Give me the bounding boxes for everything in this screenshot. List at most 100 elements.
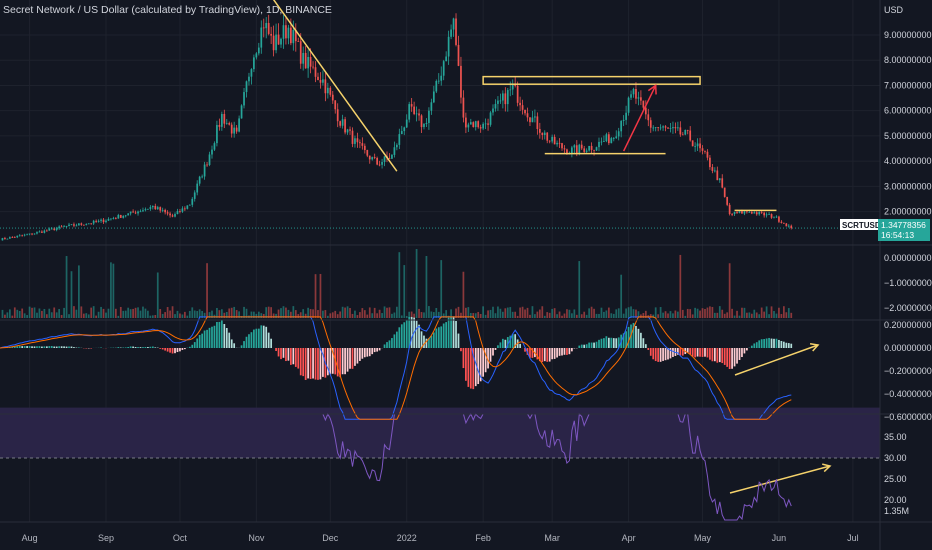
candle-body bbox=[176, 211, 179, 215]
macd-histogram-bar bbox=[543, 348, 546, 362]
candle-body bbox=[223, 113, 226, 124]
drawing-annotations[interactable] bbox=[273, 0, 832, 494]
macd-histogram-bar bbox=[410, 316, 413, 348]
volume-bar bbox=[398, 252, 401, 318]
macd-histogram-bar bbox=[176, 348, 179, 353]
volume-bar bbox=[746, 312, 748, 318]
macd-histogram-bar bbox=[171, 348, 174, 354]
macd-histogram-bar bbox=[307, 348, 309, 379]
price-tick-label: 3.00000000 bbox=[884, 181, 932, 191]
macd-histogram-bar bbox=[541, 348, 544, 363]
candle-body bbox=[240, 105, 243, 119]
volume-bar bbox=[285, 307, 287, 318]
macd-histogram-bar bbox=[68, 346, 70, 348]
macd-histogram-bar bbox=[339, 348, 342, 378]
volume-bar bbox=[203, 312, 206, 318]
volume-bar bbox=[573, 309, 576, 318]
macd-histogram-bar bbox=[474, 348, 477, 387]
macd-histogram-bar bbox=[647, 348, 650, 350]
volume-bar bbox=[129, 309, 132, 318]
candle-body bbox=[630, 94, 632, 98]
volume-bar bbox=[211, 310, 213, 318]
macd-histogram-bar bbox=[331, 348, 334, 374]
candle-body bbox=[161, 209, 164, 211]
volume-bar bbox=[489, 309, 492, 318]
volume-bar bbox=[568, 309, 571, 318]
candle-body bbox=[669, 128, 672, 129]
macd-histogram-bar bbox=[203, 330, 206, 348]
candle-body bbox=[479, 127, 482, 129]
macd-histogram-bar bbox=[472, 348, 475, 390]
candle-body bbox=[142, 210, 144, 212]
macd-histogram-bar bbox=[201, 333, 203, 348]
volume-bar bbox=[430, 311, 433, 318]
candle-body bbox=[294, 30, 297, 42]
macd-histogram-bar bbox=[287, 348, 290, 361]
macd-histogram-bar bbox=[359, 348, 361, 361]
volume-bar bbox=[465, 307, 467, 318]
macd-histogram-bar bbox=[396, 331, 398, 348]
macd-histogram-bar bbox=[718, 348, 721, 363]
volume-bar bbox=[80, 306, 83, 318]
candle-body bbox=[334, 100, 337, 110]
volume-bar bbox=[82, 313, 85, 318]
macd-histogram-bar bbox=[55, 346, 58, 348]
macd-histogram-bar bbox=[373, 348, 376, 353]
volume-bar bbox=[760, 307, 763, 318]
macd-histogram-bar bbox=[428, 337, 430, 348]
volume-bar bbox=[726, 312, 729, 318]
volume-bar bbox=[43, 308, 46, 318]
candle-body bbox=[339, 121, 342, 126]
volume-bar bbox=[494, 313, 497, 318]
volume-bar bbox=[154, 314, 157, 318]
macd-histogram-bar bbox=[691, 348, 694, 357]
candle-body bbox=[53, 228, 56, 231]
macd-histogram-bar bbox=[511, 334, 514, 348]
volume-bar bbox=[287, 309, 290, 318]
candle-body bbox=[607, 134, 610, 144]
macd-histogram-bar bbox=[506, 337, 509, 348]
candle-body bbox=[322, 79, 324, 83]
candle-body bbox=[659, 127, 662, 129]
candle-body bbox=[381, 162, 383, 165]
candle-body bbox=[408, 104, 411, 120]
macd-histogram-bar bbox=[38, 346, 41, 348]
volume-bar bbox=[228, 308, 231, 318]
macd-histogram-bar bbox=[393, 334, 396, 348]
macd-histogram-bar bbox=[519, 343, 521, 348]
candle-body bbox=[112, 218, 115, 220]
candle-body bbox=[1, 238, 4, 241]
price-axis[interactable]: USD 9.00000000 8.00000000 7.00000000 6.0000… bbox=[884, 5, 932, 516]
macd-histogram-bar bbox=[36, 346, 38, 348]
candle-body bbox=[783, 222, 785, 224]
macd-tick-label: −0.60000000 bbox=[884, 412, 932, 422]
time-tick-label: Aug bbox=[22, 533, 38, 543]
macd-histogram-bar bbox=[329, 348, 332, 375]
candle-body bbox=[80, 223, 83, 225]
candle-body bbox=[63, 226, 65, 228]
macd-histogram-bar bbox=[672, 348, 674, 357]
candle-body bbox=[716, 170, 719, 181]
macd-histogram-bar bbox=[45, 346, 48, 348]
candle-body bbox=[509, 89, 512, 91]
volume-bar bbox=[741, 307, 743, 318]
candle-body bbox=[324, 79, 327, 94]
candle-body bbox=[36, 232, 38, 234]
macd-histogram-bar bbox=[262, 325, 265, 348]
candle-body bbox=[452, 18, 455, 30]
volume-bar bbox=[630, 306, 632, 318]
candle-body bbox=[119, 214, 122, 218]
time-axis[interactable]: Aug Sep Oct Nov Dec 2022 Feb Mar Apr May Jun Jul bbox=[22, 533, 859, 543]
volume-bar bbox=[366, 314, 369, 318]
candle-body bbox=[188, 204, 191, 206]
volume-bar bbox=[156, 272, 159, 318]
volume-bar bbox=[738, 315, 741, 318]
volume-bar bbox=[137, 307, 139, 318]
candle-body bbox=[45, 230, 48, 232]
volume-bar bbox=[696, 308, 699, 318]
macd-histogram-bar bbox=[635, 325, 637, 348]
macd-histogram-bar bbox=[117, 347, 120, 348]
candle-body bbox=[521, 105, 524, 110]
